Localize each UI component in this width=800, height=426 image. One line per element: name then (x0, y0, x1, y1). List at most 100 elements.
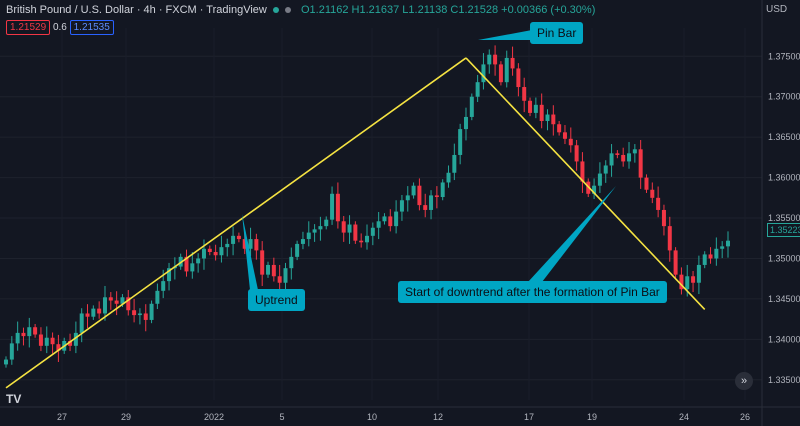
candle-body[interactable] (463, 116, 468, 130)
candle-body[interactable] (557, 124, 562, 133)
candle-body[interactable] (592, 185, 597, 194)
candle-body[interactable] (609, 153, 614, 166)
candle-body[interactable] (79, 313, 84, 333)
candle-body[interactable] (522, 87, 527, 101)
candle-body[interactable] (720, 246, 725, 249)
candle-body[interactable] (167, 268, 172, 282)
candle-body[interactable] (656, 197, 661, 210)
candle-body[interactable] (213, 252, 218, 256)
candle-body[interactable] (679, 274, 684, 290)
candle-body[interactable] (318, 226, 323, 230)
candle-body[interactable] (4, 359, 8, 365)
candle-body[interactable] (394, 211, 399, 227)
candle-body[interactable] (696, 264, 701, 283)
candle-body[interactable] (312, 229, 317, 233)
bid-price[interactable]: 1.21529 (6, 20, 51, 35)
candle-body[interactable] (260, 250, 265, 275)
candle-body[interactable] (545, 114, 550, 121)
candle-body[interactable] (528, 100, 533, 113)
candle-body[interactable] (44, 337, 49, 346)
candle-body[interactable] (15, 332, 20, 344)
candle-body[interactable] (97, 308, 102, 314)
candle-body[interactable] (38, 334, 43, 346)
ask-price[interactable]: 1.21535 (69, 20, 114, 35)
candle-body[interactable] (155, 290, 160, 304)
candle-body[interactable] (365, 235, 369, 243)
candle-body[interactable] (201, 248, 206, 259)
candle-body[interactable] (516, 68, 521, 88)
candle-body[interactable] (85, 313, 90, 317)
candle-body[interactable] (452, 154, 457, 173)
candle-body[interactable] (487, 54, 492, 65)
candle-body[interactable] (702, 254, 707, 265)
candle-body[interactable] (568, 138, 573, 146)
candle-body[interactable] (190, 263, 195, 272)
candle-body[interactable] (102, 297, 107, 314)
candle-body[interactable] (300, 239, 305, 244)
candle-body[interactable] (417, 185, 422, 206)
candle-body[interactable] (196, 258, 201, 264)
candle-body[interactable] (341, 221, 346, 233)
candle-body[interactable] (347, 224, 352, 233)
candle-body[interactable] (440, 182, 445, 198)
scroll-right-icon[interactable]: » (735, 372, 753, 390)
candle-body[interactable] (615, 153, 620, 155)
candle-body[interactable] (184, 256, 189, 272)
candle-body[interactable] (388, 216, 393, 227)
candle-body[interactable] (382, 216, 387, 222)
candle-body[interactable] (248, 239, 253, 249)
candle-body[interactable] (562, 132, 567, 139)
candle-body[interactable] (493, 54, 498, 65)
candle-body[interactable] (539, 104, 544, 121)
candle-body[interactable] (603, 165, 608, 174)
candle-body[interactable] (667, 226, 672, 251)
candle-body[interactable] (254, 239, 259, 251)
candle-body[interactable] (271, 264, 276, 277)
candle-body[interactable] (481, 64, 486, 83)
candle-body[interactable] (27, 327, 32, 337)
candle-body[interactable] (673, 250, 678, 275)
candle-body[interactable] (219, 247, 224, 256)
candle-body[interactable] (143, 313, 148, 320)
candle-body[interactable] (446, 172, 451, 183)
candle-body[interactable] (306, 232, 311, 240)
candle-body[interactable] (68, 340, 73, 346)
candle-body[interactable] (295, 243, 300, 257)
candle-body[interactable] (370, 227, 375, 236)
candle-body[interactable] (551, 114, 556, 125)
candle-body[interactable] (661, 209, 666, 227)
candle-body[interactable] (638, 149, 643, 178)
candle-body[interactable] (137, 313, 142, 316)
candle-body[interactable] (580, 161, 585, 182)
candle-body[interactable] (429, 195, 434, 210)
candle-body[interactable] (714, 248, 719, 259)
candle-body[interactable] (289, 256, 294, 269)
candle-body[interactable] (627, 153, 632, 162)
candle-body[interactable] (621, 154, 626, 162)
candle-body[interactable] (597, 173, 602, 186)
candle-body[interactable] (114, 300, 119, 304)
candle-body[interactable] (9, 343, 14, 360)
candle-body[interactable] (108, 297, 113, 301)
candle-body[interactable] (533, 104, 538, 113)
candle-body[interactable] (708, 254, 713, 259)
candle-body[interactable] (324, 219, 329, 227)
candle-body[interactable] (726, 240, 730, 247)
candle-body[interactable] (161, 281, 166, 291)
candle-body[interactable] (277, 276, 282, 283)
candle-body[interactable] (376, 221, 381, 228)
candle-body[interactable] (283, 268, 288, 283)
candle-body[interactable] (231, 235, 236, 244)
candle-body[interactable] (353, 224, 358, 241)
candle-body[interactable] (510, 57, 515, 69)
trend-line[interactable] (5, 57, 467, 389)
candle-body[interactable] (330, 193, 335, 220)
candle-body[interactable] (149, 303, 154, 320)
candle-body[interactable] (405, 195, 410, 201)
candle-body[interactable] (504, 57, 509, 83)
candle-body[interactable] (423, 205, 428, 210)
candle-body[interactable] (644, 177, 649, 190)
candle-body[interactable] (73, 332, 78, 346)
candle-body[interactable] (236, 235, 241, 240)
